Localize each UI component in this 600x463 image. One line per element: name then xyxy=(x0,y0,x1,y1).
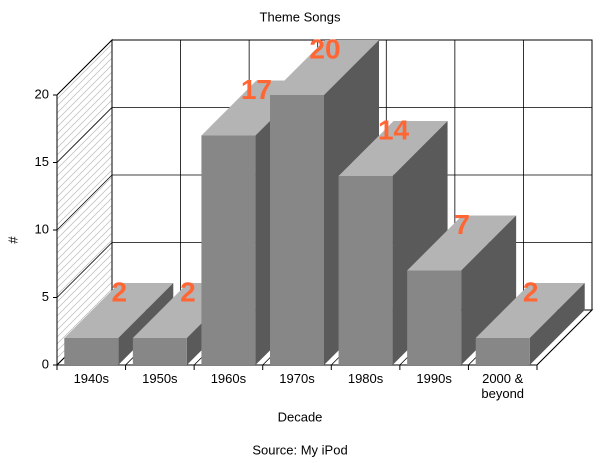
wall-hatch xyxy=(56,120,113,177)
bar xyxy=(64,338,119,365)
x-axis-label: Decade xyxy=(278,409,323,424)
value-label: 20 xyxy=(309,33,340,64)
bar xyxy=(201,135,256,365)
wall-hatch xyxy=(56,260,113,317)
wall-hatch xyxy=(56,274,113,331)
grid-line-side xyxy=(56,174,113,231)
wall-hatch xyxy=(56,155,113,212)
bar-top xyxy=(270,40,379,95)
y-tick-label: 5 xyxy=(42,289,49,304)
wall-hatch xyxy=(56,281,113,338)
x-tick-label: 1990s xyxy=(416,371,452,386)
wall-hatch xyxy=(56,225,113,282)
grid-line-side xyxy=(56,107,113,163)
source: Source: My iPod xyxy=(252,442,347,457)
value-label: 2 xyxy=(111,276,127,307)
x-tick-label: 1940s xyxy=(73,371,109,386)
x-tick-label: 1950s xyxy=(142,371,178,386)
bar-side xyxy=(118,283,174,365)
bar xyxy=(132,338,187,365)
bar-side xyxy=(461,215,517,365)
grid-line-side xyxy=(56,39,113,96)
wall-hatch xyxy=(56,141,113,198)
wall-hatch xyxy=(56,162,113,219)
wall-hatch xyxy=(56,190,113,247)
grid-line-side xyxy=(56,242,113,298)
wall-hatch xyxy=(56,288,113,345)
wall-hatch xyxy=(56,64,113,121)
x-tick-label: 1970s xyxy=(279,371,315,386)
wall-hatch xyxy=(56,92,113,149)
wall-hatch xyxy=(56,204,113,261)
y-tick-label: 20 xyxy=(35,86,49,101)
y-axis-label: # xyxy=(5,236,20,244)
bar xyxy=(475,338,530,365)
wall-hatch xyxy=(56,239,113,296)
bar xyxy=(270,95,324,365)
wall-hatch xyxy=(56,267,113,324)
y-tick-label: 10 xyxy=(35,221,49,236)
wall-hatch xyxy=(56,211,113,268)
wall-hatch xyxy=(56,232,113,289)
wall-hatch xyxy=(56,127,113,184)
x-tick-label: 1960s xyxy=(210,371,247,386)
wall-hatch xyxy=(56,85,113,142)
x-tick-label: 1980s xyxy=(347,371,384,386)
value-label: 14 xyxy=(378,114,410,145)
wall-hatch xyxy=(56,253,113,310)
value-label: 2 xyxy=(180,276,196,307)
bar-side xyxy=(529,283,585,365)
wall-hatch xyxy=(56,197,113,254)
wall-hatch xyxy=(56,246,113,303)
wall-hatch xyxy=(56,176,113,233)
wall-hatch xyxy=(56,57,113,114)
y-tick-label: 15 xyxy=(35,154,49,169)
wall-hatch xyxy=(56,78,113,135)
y-tick-label: 0 xyxy=(42,356,49,371)
wall-hatch xyxy=(56,71,113,128)
bar xyxy=(338,176,393,365)
wall-hatch xyxy=(56,113,113,170)
bar-top xyxy=(338,121,448,176)
chart-title: Theme Songs xyxy=(260,9,341,24)
wall-hatch xyxy=(56,43,113,100)
value-label: 2 xyxy=(523,276,539,307)
wall-hatch xyxy=(56,218,113,275)
x-tick-label: 2000 & beyond xyxy=(481,371,525,401)
bar-top xyxy=(64,283,174,338)
value-label: 7 xyxy=(454,209,470,240)
floor-grid xyxy=(536,309,593,366)
bar xyxy=(407,270,462,365)
wall-hatch xyxy=(56,99,113,156)
wall-hatch xyxy=(56,50,113,107)
bar-top xyxy=(475,283,585,338)
wall-hatch xyxy=(56,148,113,205)
value-label: 17 xyxy=(241,74,272,105)
wall-hatch xyxy=(56,169,113,226)
bar-top xyxy=(407,215,517,271)
wall-hatch xyxy=(56,183,113,240)
wall-hatch xyxy=(56,134,113,191)
